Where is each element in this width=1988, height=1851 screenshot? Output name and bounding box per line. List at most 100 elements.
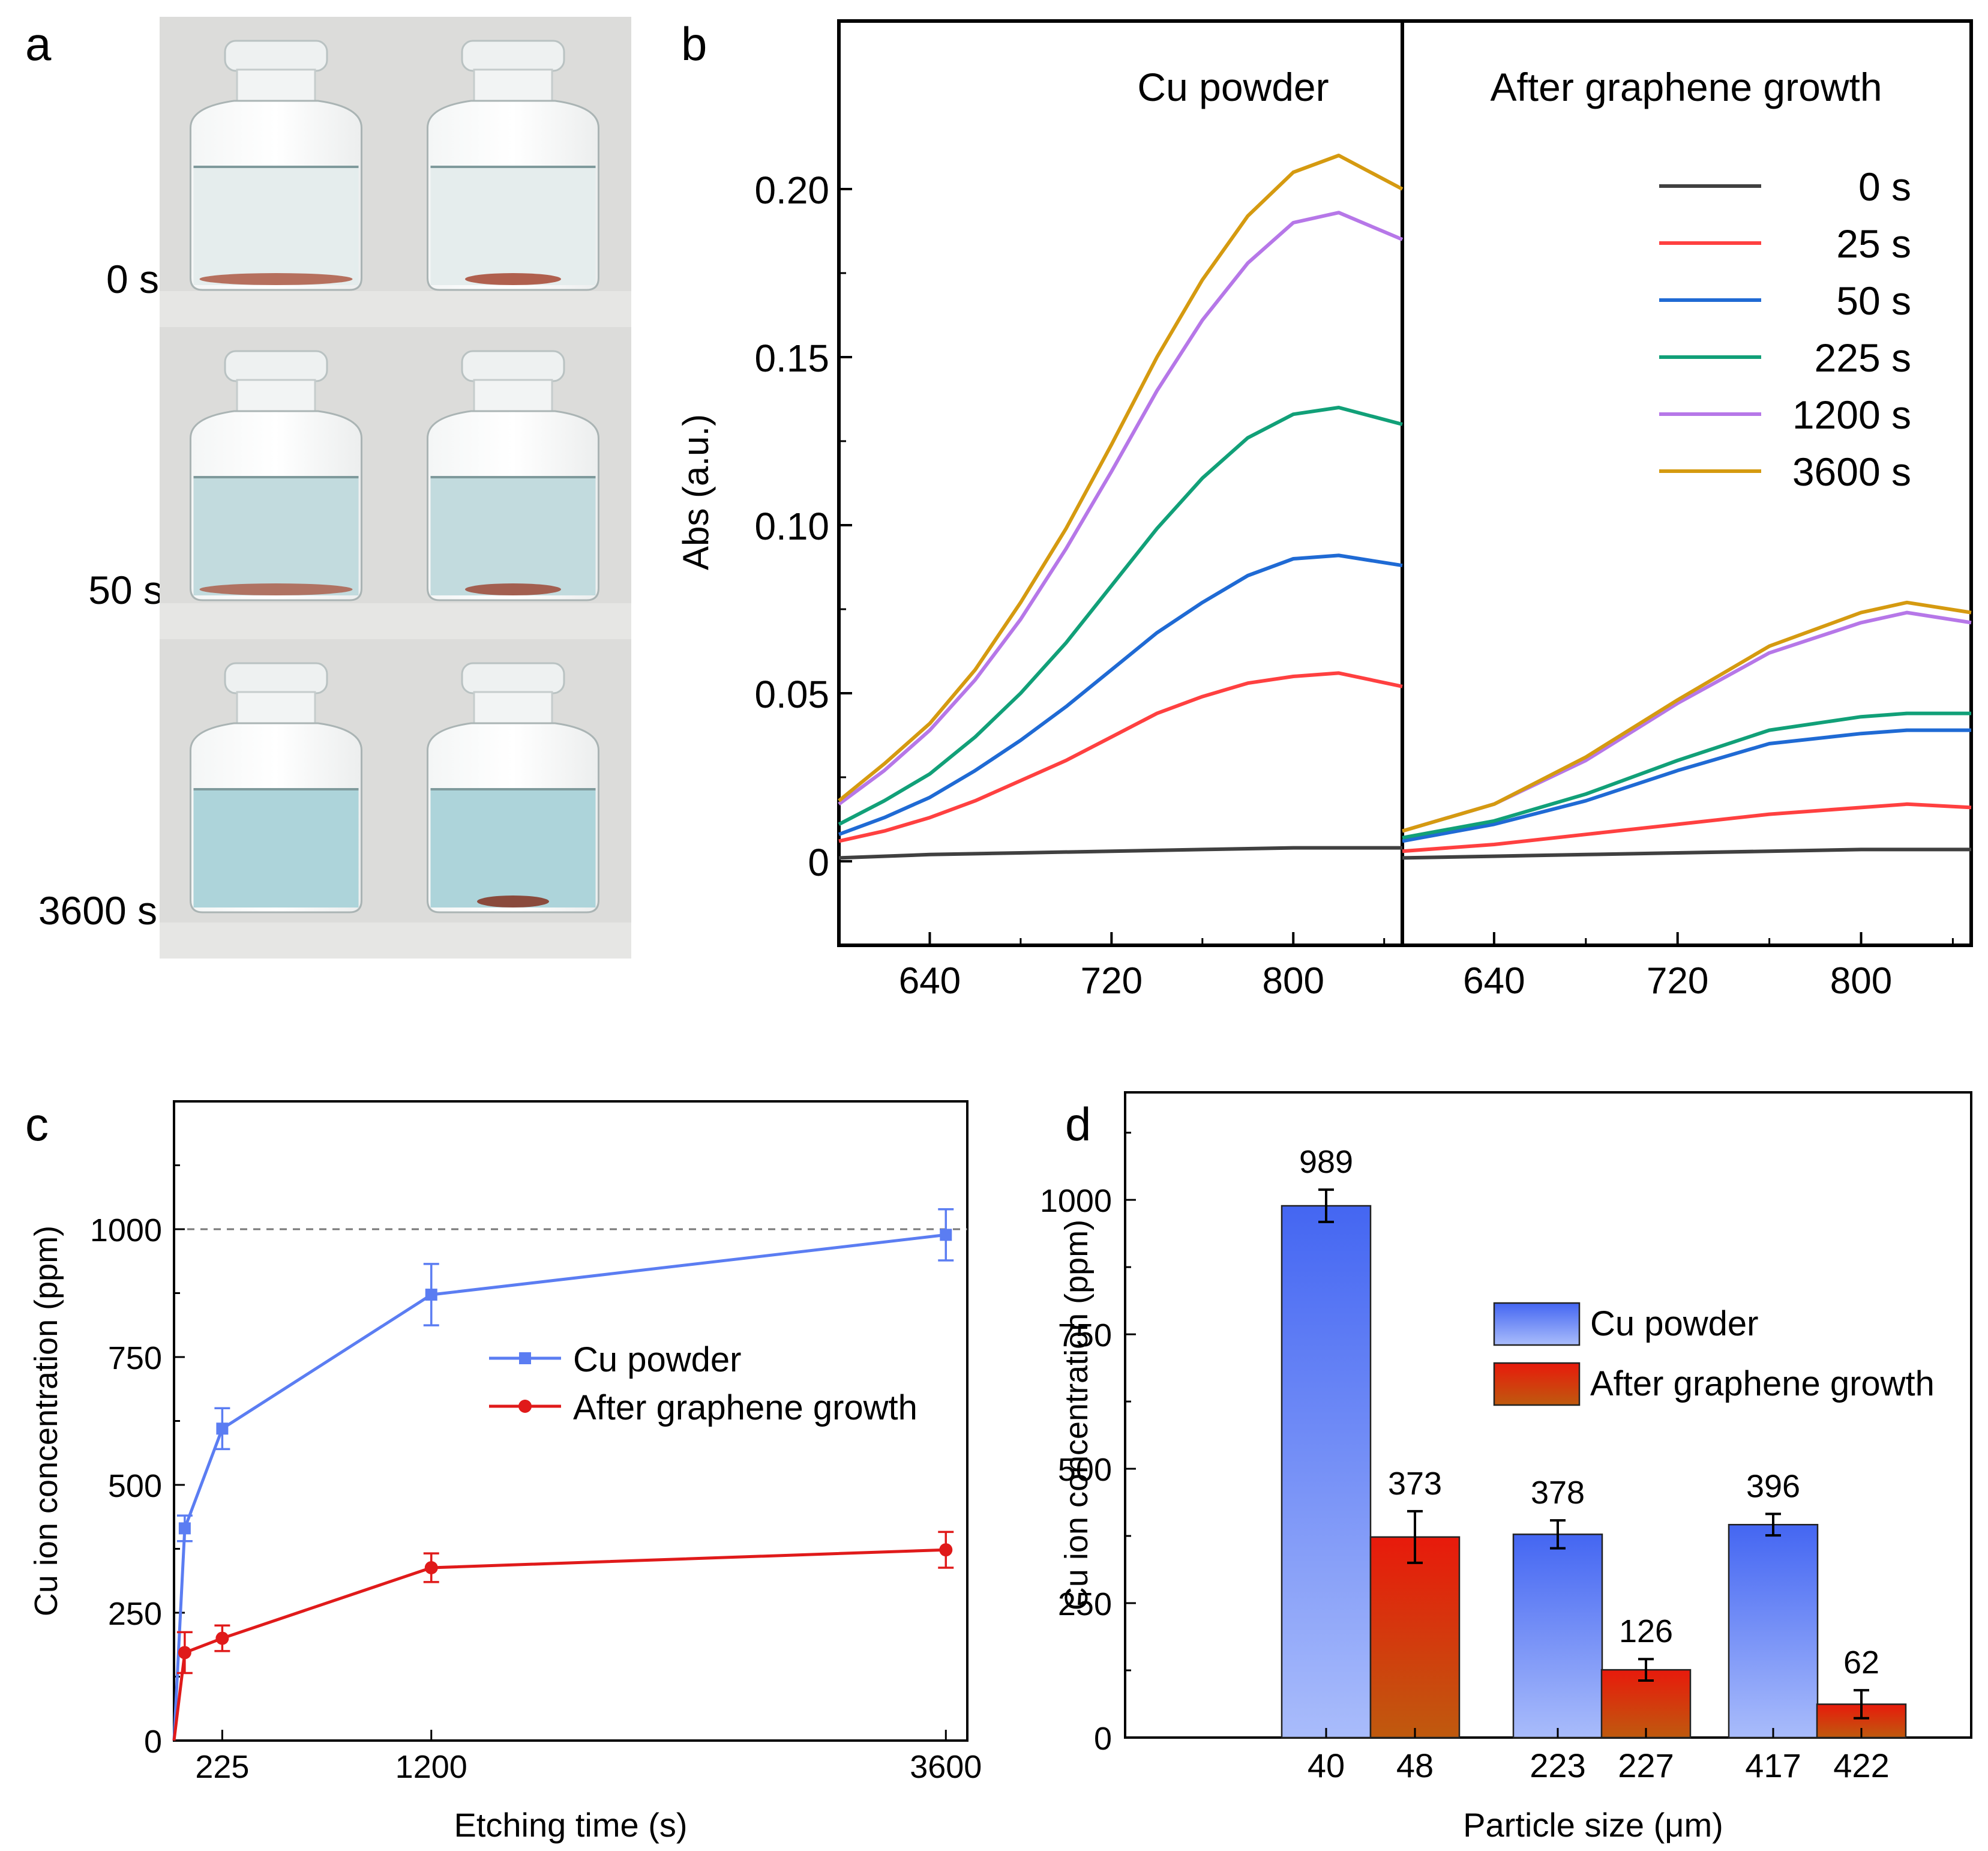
y-tick-label: 250 xyxy=(108,1596,162,1632)
y-tick-label: 0 xyxy=(808,841,829,884)
bar-after-graphene xyxy=(1369,1536,1461,1739)
spectrum-line-3600s xyxy=(838,154,1404,802)
etching-time-chart: 0 250 500 750 1000 225 1200 3600 Etching time (s… xyxy=(28,1100,982,1844)
jar-stopper xyxy=(461,350,565,382)
bar-cu-powder xyxy=(1512,1533,1603,1739)
jar-liquid xyxy=(193,167,359,285)
data-point xyxy=(425,1289,437,1301)
copper-sediment xyxy=(465,583,561,595)
legend-label: 25 s xyxy=(1836,221,1911,266)
jar-liquid xyxy=(193,789,359,907)
spectrum-line-1200s xyxy=(1402,610,1972,833)
bar-cu-powder xyxy=(1728,1524,1819,1739)
legend-label: 3600 s xyxy=(1792,450,1911,494)
x-tick-label: 223 xyxy=(1530,1747,1585,1784)
legend-marker xyxy=(518,1400,532,1413)
spectrum-line-25s xyxy=(1402,802,1972,853)
y-tick-label: 500 xyxy=(108,1468,162,1504)
y-tick-label: 0.15 xyxy=(754,337,829,380)
data-point xyxy=(178,1522,191,1535)
data-point xyxy=(178,1646,191,1660)
y-tick-label: 250 xyxy=(1058,1586,1112,1622)
panel-label-d: d xyxy=(1065,1098,1091,1151)
panel-label-a: a xyxy=(25,17,52,70)
spectrum-line-50s xyxy=(1402,728,1971,843)
data-point xyxy=(215,1631,229,1645)
x-tick-label: 422 xyxy=(1833,1747,1889,1784)
spectrum-line-1200s xyxy=(838,211,1404,806)
x-tick-label: 3600 xyxy=(910,1749,982,1785)
x-tick-label: 225 xyxy=(195,1749,249,1785)
panel-label-b: b xyxy=(681,17,707,70)
x-tick-label: 40 xyxy=(1308,1747,1345,1784)
jar-stopper xyxy=(461,662,565,694)
photo-panel: 0 s 50 s 3600 s xyxy=(38,17,631,959)
jar-stopper xyxy=(224,662,328,694)
jar-stopper xyxy=(224,350,328,382)
y-tick-label: 0.10 xyxy=(754,505,829,548)
x-tick-label: 720 xyxy=(1081,960,1143,1002)
x-axis-label: Particle size (μm) xyxy=(1463,1806,1723,1844)
photo-table xyxy=(160,922,631,959)
photo-table xyxy=(160,291,631,327)
y-tick-label: 1000 xyxy=(90,1212,162,1248)
copper-sediment xyxy=(199,273,353,285)
photo-label-0s: 0 s xyxy=(106,257,159,301)
y-tick-label: 500 xyxy=(1058,1452,1112,1488)
y-tick-label: 750 xyxy=(1058,1317,1112,1353)
x-tick-label: 640 xyxy=(1463,960,1525,1002)
bar-value-label: 378 xyxy=(1531,1475,1585,1511)
x-tick-label: 417 xyxy=(1745,1747,1801,1784)
jar-liquid xyxy=(430,789,596,907)
spectrum-line-225s xyxy=(1402,711,1971,840)
copper-sediment xyxy=(477,895,549,907)
legend-swatch xyxy=(1493,1362,1581,1406)
jar-neck xyxy=(236,691,316,726)
jar-neck xyxy=(236,379,316,414)
subplot-title: Cu powder xyxy=(1137,65,1329,109)
data-point xyxy=(216,1422,229,1435)
legend-label: 50 s xyxy=(1836,278,1911,323)
legend-label: Cu powder xyxy=(1590,1304,1758,1343)
y-axis-label: Cu ion concentration (ppm) xyxy=(1059,1220,1095,1610)
y-tick-label: 0.05 xyxy=(754,673,829,716)
y-axis-label: Cu ion concentration (ppm) xyxy=(28,1226,64,1616)
legend-label: 225 s xyxy=(1815,336,1911,380)
bar-value-label: 373 xyxy=(1388,1466,1442,1502)
data-point xyxy=(939,1543,953,1557)
x-axis-label: Etching time (s) xyxy=(454,1806,688,1844)
x-tick-label: 1200 xyxy=(395,1749,467,1785)
jar-liquid xyxy=(430,167,596,285)
x-tick-label: 227 xyxy=(1618,1747,1674,1784)
photo-table xyxy=(160,603,631,639)
spectrum-line-50s xyxy=(838,553,1403,837)
subplot-title: After graphene growth xyxy=(1490,65,1882,109)
jar-neck xyxy=(473,379,553,414)
jar-liquid xyxy=(193,477,359,595)
bar-value-label: 126 xyxy=(1619,1613,1673,1649)
legend-label: 1200 s xyxy=(1792,393,1911,437)
y-tick-label: 0 xyxy=(144,1724,162,1760)
copper-sediment xyxy=(465,273,561,285)
bar-value-label: 989 xyxy=(1299,1144,1353,1180)
y-tick-label: 1000 xyxy=(1040,1183,1112,1219)
y-axis-label: Abs (a.u.) xyxy=(676,414,716,570)
copper-sediment xyxy=(199,583,353,595)
x-tick-label: 720 xyxy=(1647,960,1708,1002)
spectrum-line-225s xyxy=(838,406,1403,826)
x-tick-label: 640 xyxy=(899,960,961,1002)
legend-marker xyxy=(519,1352,531,1364)
spectrum-line-3600s xyxy=(1402,600,1972,833)
y-tick-label: 0.20 xyxy=(754,169,829,212)
legend-label: After graphene growth xyxy=(573,1388,917,1427)
jar-stopper xyxy=(461,40,565,72)
photo-label-3600s: 3600 s xyxy=(38,888,157,933)
jar-stopper xyxy=(224,40,328,72)
data-point xyxy=(424,1561,438,1575)
jar-liquid xyxy=(430,477,596,595)
legend-label: After graphene growth xyxy=(1590,1364,1935,1403)
spectrum-line-25s xyxy=(838,671,1403,843)
jar-neck xyxy=(473,68,553,104)
panel-label-c: c xyxy=(25,1098,49,1151)
